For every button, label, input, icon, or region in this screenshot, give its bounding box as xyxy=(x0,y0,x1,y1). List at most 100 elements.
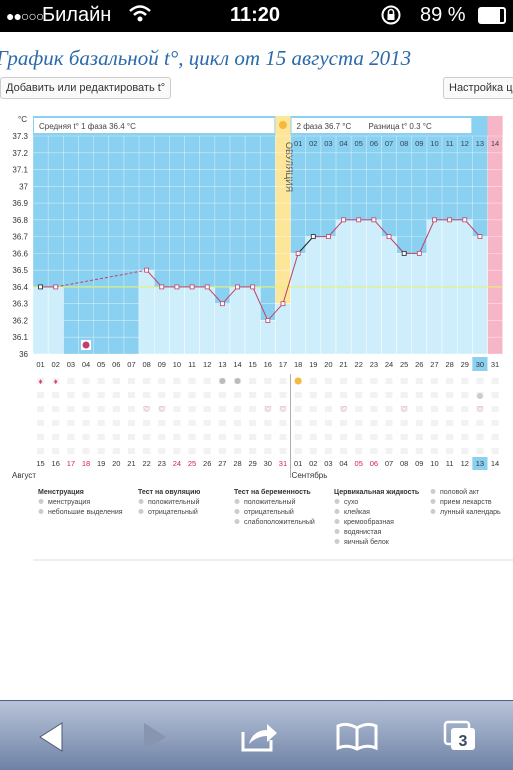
symbol-cell xyxy=(127,420,136,426)
temperature-bar xyxy=(138,269,155,355)
symbol-cell xyxy=(218,448,226,454)
cycle-day-label: 01 xyxy=(36,360,44,369)
symbol-cell xyxy=(112,420,120,426)
back-arrow-icon[interactable] xyxy=(26,715,76,759)
temperature-bar xyxy=(411,253,428,355)
symbol-cell xyxy=(430,392,439,398)
cycle-day-label: 22 xyxy=(355,360,363,369)
legend-menstruation-item: менструация xyxy=(48,499,90,506)
cycle-day-label: 12 xyxy=(203,360,211,369)
symbol-cell xyxy=(461,420,469,426)
y-tick-label: 36.3 xyxy=(12,300,28,309)
calendar-day-label: 01 xyxy=(294,459,302,468)
symbol-cell xyxy=(279,420,287,426)
symbol-cell xyxy=(324,392,332,398)
status-bar: ●●○○○ Билайн 11:20 89 % xyxy=(0,0,513,32)
symbol-cell xyxy=(324,434,332,440)
calendar-day-label: 21 xyxy=(127,459,135,468)
symbol-cell xyxy=(294,392,302,398)
symbol-cell xyxy=(400,378,408,384)
temperature-bar xyxy=(244,286,261,355)
temperature-bar xyxy=(320,236,337,355)
symbol-cell xyxy=(461,392,469,398)
symbol-cell xyxy=(415,406,423,412)
temperature-bar xyxy=(260,320,276,355)
symbol-cell xyxy=(218,392,226,398)
symbol-cell xyxy=(188,392,196,398)
symbol-cell xyxy=(340,448,348,454)
temperature-bar xyxy=(305,236,322,355)
calendar-day-label: 18 xyxy=(82,459,90,468)
legend-ovulation-test-item: положительный xyxy=(148,498,200,506)
legend-cervical-icon xyxy=(334,509,340,514)
symbol-cell xyxy=(294,420,302,426)
temperature-point xyxy=(144,267,150,273)
symbol-cell xyxy=(264,420,272,426)
phase2-day-label: 02 xyxy=(309,139,317,148)
calendar-day-label: 26 xyxy=(203,459,211,468)
symbol-cell xyxy=(249,392,257,398)
symbol-cell xyxy=(370,434,378,440)
menstruation-icon: ♦ xyxy=(54,377,58,386)
symbol-cell xyxy=(158,378,166,384)
symbol-cell xyxy=(476,434,484,440)
symbol-cell xyxy=(446,406,454,412)
legend-ovulation-test-icon xyxy=(138,509,144,514)
symbol-cell xyxy=(173,420,181,426)
phase2-day-label: 11 xyxy=(446,139,454,148)
calendar-day-label: 15 xyxy=(36,459,44,468)
calendar-day-label: 16 xyxy=(52,459,60,468)
symbol-cell xyxy=(112,448,120,454)
symbol-cell xyxy=(400,420,408,426)
phase2-day-label: 03 xyxy=(324,139,332,148)
forward-arrow-icon[interactable] xyxy=(130,715,180,759)
legend-other-item: лунный календарь xyxy=(440,508,501,516)
symbol-cell xyxy=(52,434,60,440)
medication-icon xyxy=(476,393,483,399)
calendar-day-label: 03 xyxy=(324,459,332,468)
symbol-cell xyxy=(233,392,242,398)
add-temperature-button[interactable]: Добавить или редактировать t° xyxy=(0,77,172,99)
share-icon[interactable] xyxy=(234,715,284,759)
legend-pregnancy-test-icon xyxy=(234,519,240,524)
symbol-cell xyxy=(233,434,242,440)
phase2-day-label: 07 xyxy=(385,139,393,148)
temperature-bar xyxy=(184,286,200,355)
intercourse-heart-icon: ♡ xyxy=(279,405,286,414)
legend-ovulation-test-item: отрицательный xyxy=(148,508,198,516)
calendar-day-label: 13 xyxy=(476,459,484,468)
symbol-cell xyxy=(127,434,136,440)
bookmarks-icon[interactable] xyxy=(332,715,382,759)
ovulation-column xyxy=(275,116,291,354)
phase2-day-label: 10 xyxy=(430,139,438,148)
calendar-day-label: 07 xyxy=(385,459,393,468)
symbol-cell xyxy=(203,434,211,440)
symbol-cell xyxy=(355,392,363,398)
symbol-cell xyxy=(97,406,105,412)
temperature-bar xyxy=(214,303,231,355)
tabs-count: 3 xyxy=(459,733,468,750)
month-label-august: Август xyxy=(12,471,36,480)
temperature-line-segment xyxy=(55,269,147,288)
temperature-line-segment xyxy=(267,303,284,321)
symbol-cell xyxy=(400,392,408,398)
last-day-column xyxy=(487,116,503,354)
symbol-cell xyxy=(324,406,332,412)
ovulation-positive-icon xyxy=(278,121,287,129)
legend-cervical-icon xyxy=(334,499,340,504)
symbol-cell xyxy=(340,392,348,398)
temperature-point xyxy=(416,250,422,256)
cycle-settings-button[interactable]: Настройка цикла xyxy=(443,77,513,99)
symbol-cell xyxy=(97,434,105,440)
temperature-line-segment xyxy=(418,219,435,254)
tabs-icon[interactable]: 3 xyxy=(436,715,486,759)
symbol-cell xyxy=(340,420,348,426)
symbol-cell xyxy=(37,392,45,398)
y-tick-label: 37.2 xyxy=(12,149,28,158)
symbol-cell xyxy=(97,378,105,384)
page: График базальной t°, цикл от 15 августа … xyxy=(0,32,513,700)
legend-menstruation-item: небольшие выделения xyxy=(48,508,123,516)
phase1-average-label: Средняя t° 1 фаза 36.4 °C xyxy=(39,122,136,131)
cycle-day-label: 15 xyxy=(249,360,257,369)
cycle-day-label: 21 xyxy=(339,360,347,369)
